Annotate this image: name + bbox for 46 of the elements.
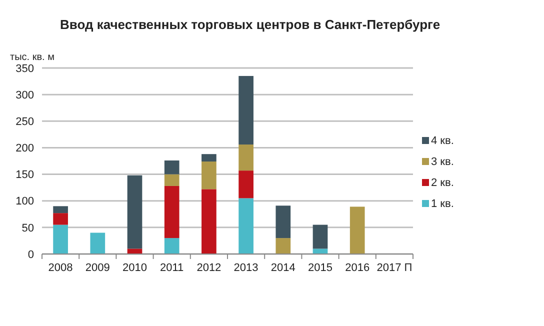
x-tick-label: 2017 П <box>376 262 412 274</box>
bar <box>164 186 180 238</box>
bar <box>238 170 254 198</box>
y-tick-label: 0 <box>28 248 34 261</box>
bar <box>53 213 68 225</box>
x-tick-label: 2010 <box>122 262 147 274</box>
bar <box>350 206 365 254</box>
y-tick-label: 100 <box>16 196 34 208</box>
bar <box>90 232 106 254</box>
y-tick-label: 250 <box>16 116 34 128</box>
bar <box>276 206 291 238</box>
x-tick-label: 2008 <box>48 262 73 274</box>
y-tick-label: 350 <box>16 62 34 75</box>
x-tick-label: 2013 <box>234 262 258 274</box>
bar <box>312 224 328 249</box>
x-tick-label: 2015 <box>308 262 332 274</box>
bar <box>202 162 216 190</box>
y-tick-label: 50 <box>22 222 34 234</box>
bar <box>164 160 180 174</box>
bar <box>127 175 142 249</box>
x-tick-label: 2016 <box>345 262 370 274</box>
chart-title: Ввод качественных торговых центров в Санкт-Петербурге <box>60 17 440 32</box>
y-tick-label: 150 <box>16 169 34 182</box>
y-tick-label: 200 <box>16 142 34 155</box>
bar <box>202 154 216 162</box>
legend-label: 4 кв. <box>431 135 454 147</box>
bar <box>312 248 328 254</box>
bar <box>53 206 68 214</box>
x-tick-label: 2012 <box>196 262 222 274</box>
y-axis-title: тыс. кв. м <box>10 52 55 63</box>
legend-label: 3 кв. <box>431 156 454 168</box>
legend-label: 1 кв. <box>431 198 454 210</box>
x-tick-label: 2011 <box>160 262 184 274</box>
bar <box>53 224 68 254</box>
bar <box>238 198 254 254</box>
bar <box>276 238 291 254</box>
bar <box>164 238 180 254</box>
bar <box>238 76 254 145</box>
y-tick-label: 300 <box>16 89 34 102</box>
bar <box>164 174 180 186</box>
bar <box>127 248 142 254</box>
x-tick-label: 2014 <box>270 262 296 274</box>
legend-label: 2 кв. <box>431 177 454 189</box>
bar <box>202 189 216 254</box>
bar <box>238 144 254 171</box>
x-tick-label: 2009 <box>85 262 110 274</box>
